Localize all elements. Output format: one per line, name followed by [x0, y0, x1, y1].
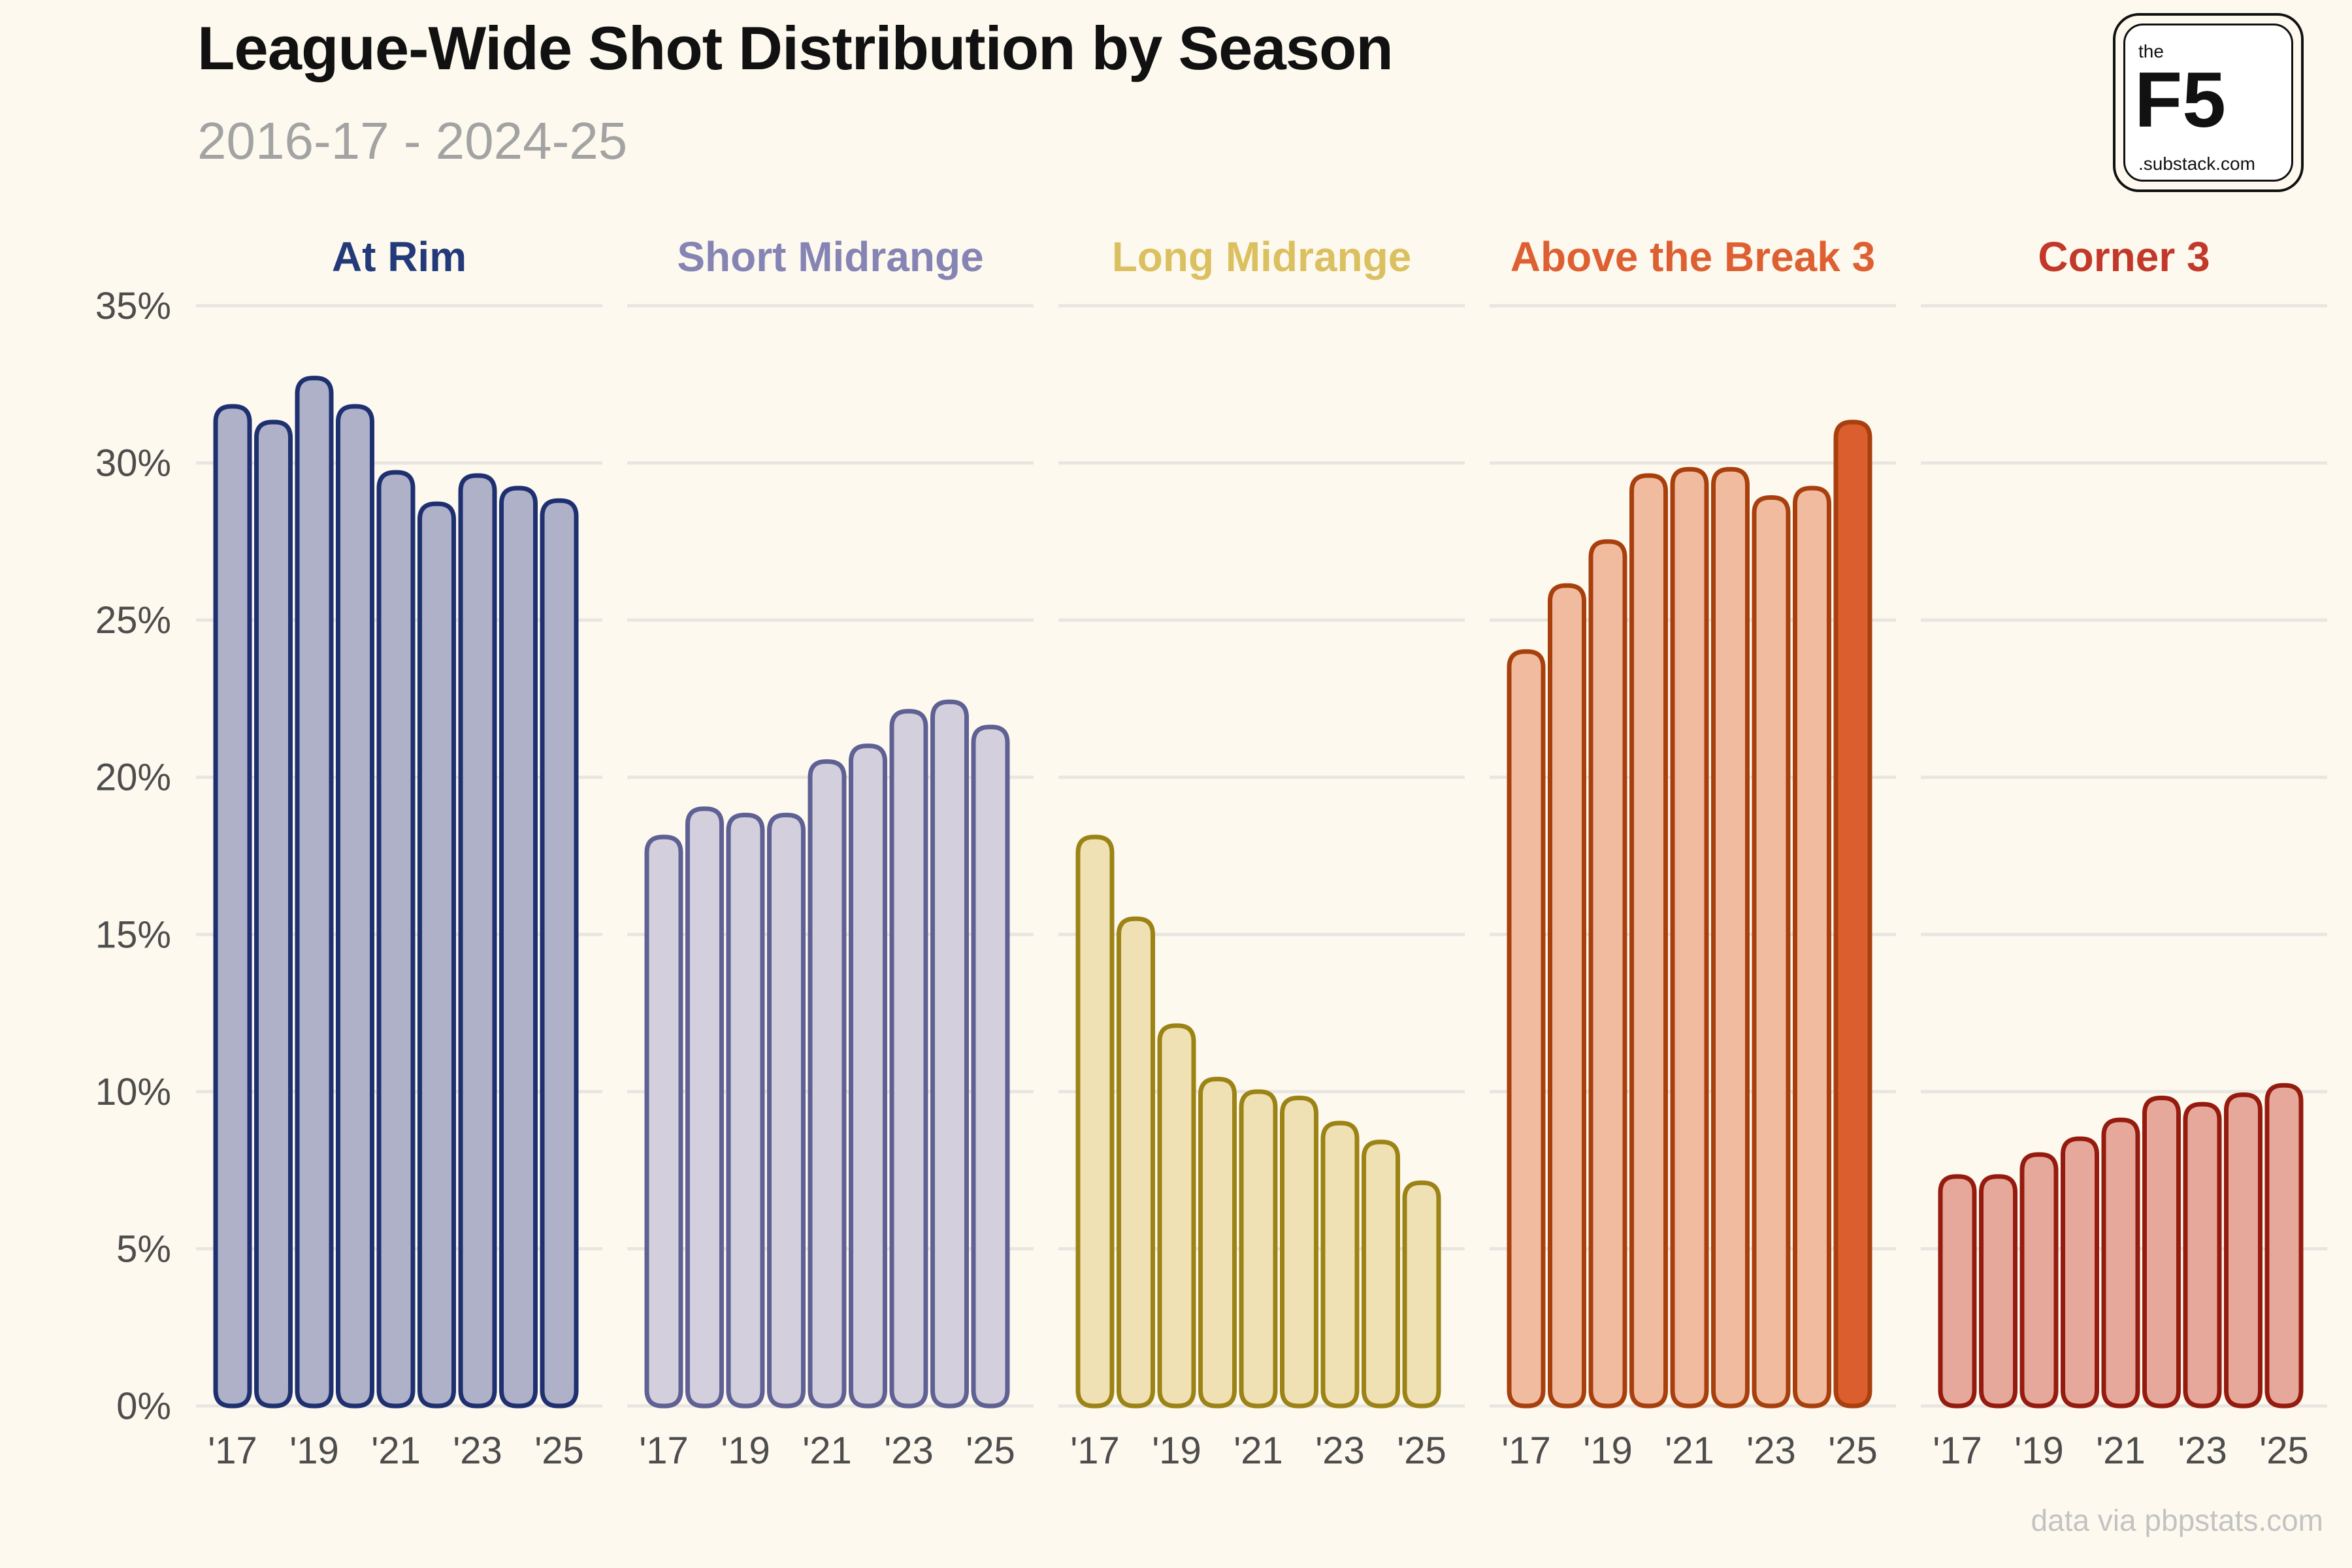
- logo-substack-text: .substack.com: [2138, 154, 2255, 174]
- bar: [930, 699, 969, 1409]
- bar: [1117, 916, 1155, 1409]
- x-tick-label: '19: [1583, 1429, 1633, 1472]
- facet-title: At Rim: [332, 233, 466, 280]
- x-tick-label: '19: [721, 1429, 770, 1472]
- bar: [2019, 1152, 2059, 1409]
- bar: [1507, 649, 1546, 1409]
- bar: [2183, 1102, 2222, 1409]
- bar: [254, 419, 293, 1409]
- panel-above-the-break-3: Above the Break 3 '17 '19 '21 '23 '25: [1490, 233, 1896, 1472]
- x-tick-label: '23: [453, 1429, 502, 1472]
- y-tick-label: 10%: [95, 1071, 171, 1113]
- x-tick-label: '21: [1665, 1429, 1714, 1472]
- bar: [2101, 1117, 2140, 1409]
- bar: [540, 498, 579, 1409]
- x-tick-label: '21: [371, 1429, 421, 1472]
- y-tick-label: 35%: [95, 285, 171, 327]
- x-tick-label: '19: [2014, 1429, 2064, 1472]
- panel-at-rim: At Rim '17 '19 '21 '23 '25: [196, 233, 602, 1472]
- bar: [1320, 1120, 1360, 1409]
- bar: [685, 806, 724, 1409]
- y-tick-label: 0%: [116, 1385, 171, 1428]
- bar: [971, 725, 1010, 1409]
- y-tick-label: 30%: [95, 442, 171, 485]
- y-tick-label: 15%: [95, 913, 171, 956]
- bar: [1075, 834, 1115, 1409]
- logo-f5-text: F5: [2134, 56, 2227, 144]
- bar: [295, 376, 334, 1409]
- bar: [2061, 1136, 2099, 1409]
- bar: [1198, 1077, 1237, 1409]
- y-tick-label: 25%: [95, 599, 171, 642]
- bar: [1711, 466, 1750, 1409]
- y-tick-label: 5%: [116, 1228, 171, 1270]
- bar: [2224, 1092, 2262, 1409]
- bar: [499, 485, 538, 1409]
- bar: [1979, 1174, 2017, 1409]
- chart-title: League-Wide Shot Distribution by Season: [197, 14, 1394, 82]
- panel-long-midrange: Long Midrange '17 '19 '21 '23 '25: [1058, 233, 1465, 1472]
- bar: [1239, 1089, 1278, 1409]
- x-tick-label: '17: [1070, 1429, 1120, 1472]
- bar: [1938, 1174, 1977, 1409]
- x-tick-label: '25: [1828, 1429, 1878, 1472]
- x-tick-label: '25: [2259, 1429, 2309, 1472]
- x-tick-label: '23: [884, 1429, 934, 1472]
- bar: [376, 470, 416, 1409]
- data-source-note: data via pbpstats.com: [2031, 1503, 2323, 1537]
- x-tick-label: '25: [966, 1429, 1015, 1472]
- facet-title: Long Midrange: [1112, 233, 1412, 280]
- x-tick-label: '19: [1152, 1429, 1201, 1472]
- x-tick-label: '21: [802, 1429, 852, 1472]
- bar: [1629, 473, 1668, 1409]
- logo-the-text: the: [2138, 41, 2164, 61]
- bar: [1670, 466, 1709, 1409]
- bar: [767, 812, 806, 1409]
- bar: [1793, 485, 1831, 1409]
- y-tick-label: 20%: [95, 757, 171, 799]
- x-tick-label: '17: [1501, 1429, 1551, 1472]
- bar: [1588, 539, 1627, 1409]
- panel-corner-3: Corner 3 '17 '19 '21 '23 '25: [1921, 233, 2327, 1472]
- bar: [1833, 419, 1872, 1409]
- bar: [336, 404, 374, 1409]
- x-tick-label: '23: [1746, 1429, 1796, 1472]
- bar: [2142, 1095, 2181, 1409]
- bar: [1402, 1180, 1441, 1409]
- bar: [213, 404, 252, 1409]
- bar: [644, 834, 683, 1409]
- bar: [2264, 1083, 2304, 1409]
- bar: [1157, 1023, 1196, 1409]
- x-tick-label: '23: [2178, 1429, 2227, 1472]
- bar: [726, 812, 765, 1409]
- bar: [1752, 495, 1791, 1409]
- facet-title: Short Midrange: [677, 233, 983, 280]
- bar: [889, 709, 928, 1409]
- x-tick-label: '19: [289, 1429, 339, 1472]
- facet-title: Corner 3: [2038, 233, 2210, 280]
- x-tick-label: '17: [1933, 1429, 1982, 1472]
- x-tick-label: '23: [1315, 1429, 1365, 1472]
- x-tick-label: '21: [1233, 1429, 1283, 1472]
- x-tick-label: '25: [1397, 1429, 1446, 1472]
- bar: [1548, 583, 1586, 1409]
- x-tick-label: '17: [639, 1429, 689, 1472]
- f5-logo: the F5 .substack.com: [2113, 13, 2304, 192]
- panel-short-midrange: Short Midrange '17 '19 '21 '23 '25: [627, 233, 1034, 1472]
- bar: [849, 743, 887, 1409]
- x-tick-label: '25: [534, 1429, 584, 1472]
- bar: [1362, 1139, 1400, 1409]
- bar: [417, 501, 456, 1409]
- bar: [808, 759, 847, 1409]
- bar: [458, 473, 497, 1409]
- f5-logo-inner: the F5 .substack.com: [2123, 24, 2293, 182]
- facet-title: Above the Break 3: [1511, 233, 1875, 280]
- bar: [1280, 1095, 1318, 1409]
- chart-subtitle: 2016-17 - 2024-25: [197, 112, 628, 170]
- x-tick-label: '17: [208, 1429, 257, 1472]
- x-tick-label: '21: [2096, 1429, 2146, 1472]
